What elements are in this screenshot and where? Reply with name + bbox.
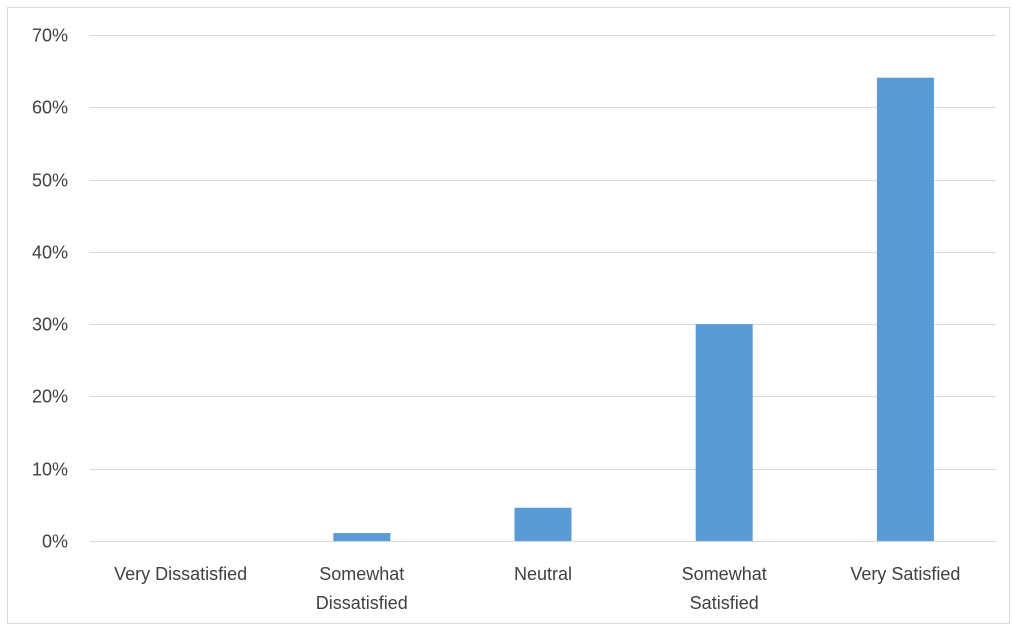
y-tick-label: 0% (42, 532, 68, 552)
x-category-label: Somewhat Dissatisfied (316, 564, 408, 613)
x-category-label: Very Dissatisfied (114, 564, 247, 584)
y-tick-label: 60% (32, 98, 68, 118)
y-tick-label: 40% (32, 243, 68, 263)
y-axis-tick-labels: 0% 10% 20% 30% 40% 50% 60% 70% (32, 26, 68, 552)
x-category-label: Neutral (514, 564, 572, 584)
bar (514, 507, 572, 541)
y-tick-label: 10% (32, 460, 68, 480)
x-axis-category-labels: Very Dissatisfied Somewhat Dissatisfied Neu… (114, 564, 960, 613)
gridlines (90, 35, 996, 542)
bar (333, 533, 391, 541)
bar (876, 77, 934, 542)
chart-frame (7, 7, 1010, 624)
y-tick-label: 70% (32, 26, 68, 46)
y-tick-label: 50% (32, 171, 68, 191)
bar (695, 324, 753, 541)
bars (333, 77, 934, 542)
y-tick-label: 20% (32, 387, 68, 407)
x-category-label: Somewhat Satisfied (682, 564, 767, 613)
y-tick-label: 30% (32, 315, 68, 335)
x-category-label: Very Satisfied (850, 564, 960, 584)
